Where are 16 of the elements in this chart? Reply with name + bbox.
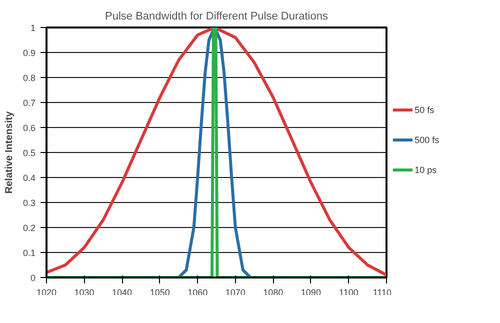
y-tick-label: 0.9 xyxy=(22,48,36,58)
y-axis-title: Relative Intensity xyxy=(4,110,15,194)
y-tick-label: 0 xyxy=(30,273,36,283)
y-tick-label: 0.6 xyxy=(22,123,36,133)
y-tick-label: 0.8 xyxy=(22,73,36,83)
y-tick-label: 0.5 xyxy=(22,148,36,158)
legend-label: 50 fs xyxy=(414,105,435,115)
chart-title: Pulse Bandwidth for Different Pulse Durations xyxy=(105,10,328,22)
legend-label: 10 ps xyxy=(414,165,438,175)
y-tick-label: 0.1 xyxy=(22,248,36,258)
y-tick-label: 0.4 xyxy=(22,173,36,183)
y-tick-label: 0.3 xyxy=(22,198,36,208)
legend-label: 500 fs xyxy=(414,135,440,145)
y-tick-label: 0.7 xyxy=(22,98,36,108)
y-tick-label: 1 xyxy=(30,23,36,33)
y-tick-label: 0.2 xyxy=(22,223,36,233)
